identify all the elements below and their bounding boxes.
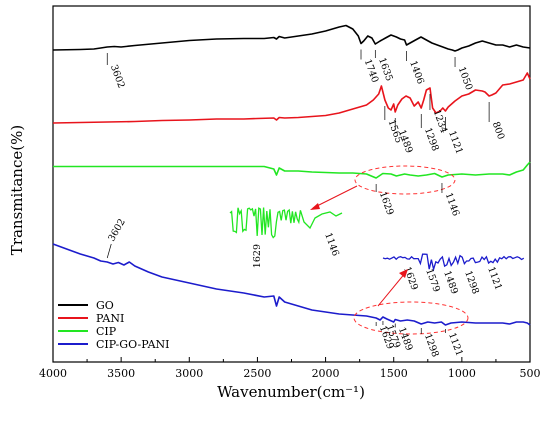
series-line-3: [53, 161, 531, 179]
peak-label: 3602: [108, 63, 127, 89]
peak-label: 1121: [446, 129, 465, 155]
inset-composite-label: 1579: [423, 267, 442, 293]
callout-arrow-cip: [312, 185, 358, 209]
callout-ellipse-composite: [353, 301, 469, 335]
series-line-2: [52, 72, 531, 124]
peak-label: 800: [490, 120, 507, 141]
x-axis-ticks: 4000 3500 3000 2500 2000 1500 1000 500: [39, 357, 541, 380]
x-tick-label: 2000: [312, 367, 340, 380]
inset-cip-label: 1629: [252, 244, 263, 268]
peak-label: 3602: [106, 217, 128, 243]
peak-label: 1121: [446, 331, 465, 357]
inset-composite-label: 1121: [485, 265, 504, 291]
x-tick-label: 1500: [380, 367, 408, 380]
peak-label: 1146: [443, 191, 462, 217]
legend-label: GO: [96, 299, 114, 312]
peak-label: 1298: [422, 332, 441, 358]
x-tick-label: 2500: [243, 367, 271, 380]
peak-label: 1406: [407, 59, 426, 85]
inset-composite-label: 1629: [401, 265, 420, 291]
arrowhead: [399, 269, 408, 278]
inset-cip-label: 1146: [322, 231, 341, 257]
inset-composite-label: 1489: [441, 269, 460, 295]
annotation-leader: [106, 243, 112, 259]
y-axis-title: Transmitance(%): [8, 125, 26, 255]
legend-label: CIP-GO-PANI: [96, 338, 170, 351]
x-tick-label: 3500: [107, 367, 135, 380]
legend-label: PANI: [96, 312, 124, 325]
peak-label: 1050: [456, 65, 475, 91]
series-line-4: [52, 243, 531, 326]
x-tick-label: 3000: [175, 367, 203, 380]
arrowhead: [310, 203, 320, 210]
series-line-1: [52, 24, 531, 52]
x-tick-label: 500: [520, 367, 541, 380]
series-lines: [52, 24, 531, 326]
legend-label: CIP: [96, 325, 117, 338]
callout-arrow-composite: [377, 271, 407, 307]
inset-cip-line: [229, 207, 343, 239]
inset-composite-line: [382, 253, 525, 272]
x-axis-title: Wavenumber(cm⁻¹): [217, 383, 365, 401]
peak-label: 1629: [377, 190, 396, 216]
x-tick-label: 4000: [39, 367, 67, 380]
inset-composite-label: 1298: [462, 269, 481, 295]
callouts: [310, 165, 469, 335]
x-tick-label: 1000: [448, 367, 476, 380]
callout-ellipse-cip: [354, 165, 456, 195]
